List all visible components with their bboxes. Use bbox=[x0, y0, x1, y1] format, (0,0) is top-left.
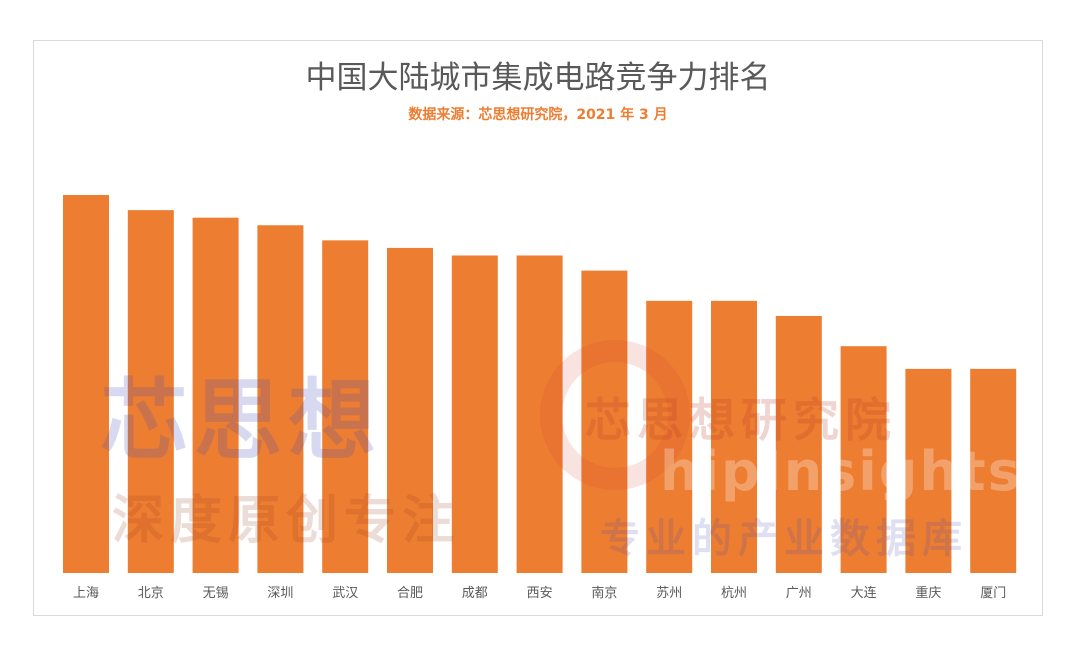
bar-武汉 bbox=[322, 240, 369, 574]
bar-无锡 bbox=[192, 217, 239, 573]
x-tick-label: 无锡 bbox=[203, 586, 229, 601]
x-tick-label: 西安 bbox=[527, 586, 553, 601]
chart-subtitle: 数据来源：芯思想研究院，2021 年 3 月 bbox=[408, 107, 668, 123]
x-tick-label: 成都 bbox=[462, 586, 488, 601]
x-tick-label: 厦门 bbox=[980, 586, 1006, 601]
bar-合肥 bbox=[387, 247, 433, 574]
x-tick-label: 北京 bbox=[138, 586, 164, 601]
chart-title: 中国大陆城市集成电路竞争力排名 bbox=[305, 60, 771, 96]
bar-重庆 bbox=[905, 368, 952, 573]
bar-深圳 bbox=[257, 225, 304, 574]
x-tick-label: 武汉 bbox=[332, 586, 358, 601]
bar-厦门 bbox=[970, 368, 1017, 573]
bar-北京 bbox=[127, 210, 174, 573]
bar-成都 bbox=[451, 255, 498, 574]
x-tick-label: 上海 bbox=[73, 586, 99, 601]
x-tick-label: 广州 bbox=[786, 586, 812, 601]
x-tick-label: 南京 bbox=[591, 585, 617, 601]
bar-大连 bbox=[840, 346, 887, 573]
x-tick-label: 重庆 bbox=[915, 585, 941, 601]
bar-杭州 bbox=[711, 300, 757, 573]
x-tick-label: 杭州 bbox=[721, 586, 747, 601]
watermark-logo-ring bbox=[540, 340, 690, 490]
bar-上海 bbox=[63, 195, 109, 573]
x-tick-label: 大连 bbox=[851, 585, 877, 601]
x-tick-label: 深圳 bbox=[267, 586, 293, 601]
x-tick-label: 苏州 bbox=[656, 585, 682, 601]
bar-广州 bbox=[775, 315, 822, 573]
x-tick-label: 合肥 bbox=[397, 586, 423, 601]
